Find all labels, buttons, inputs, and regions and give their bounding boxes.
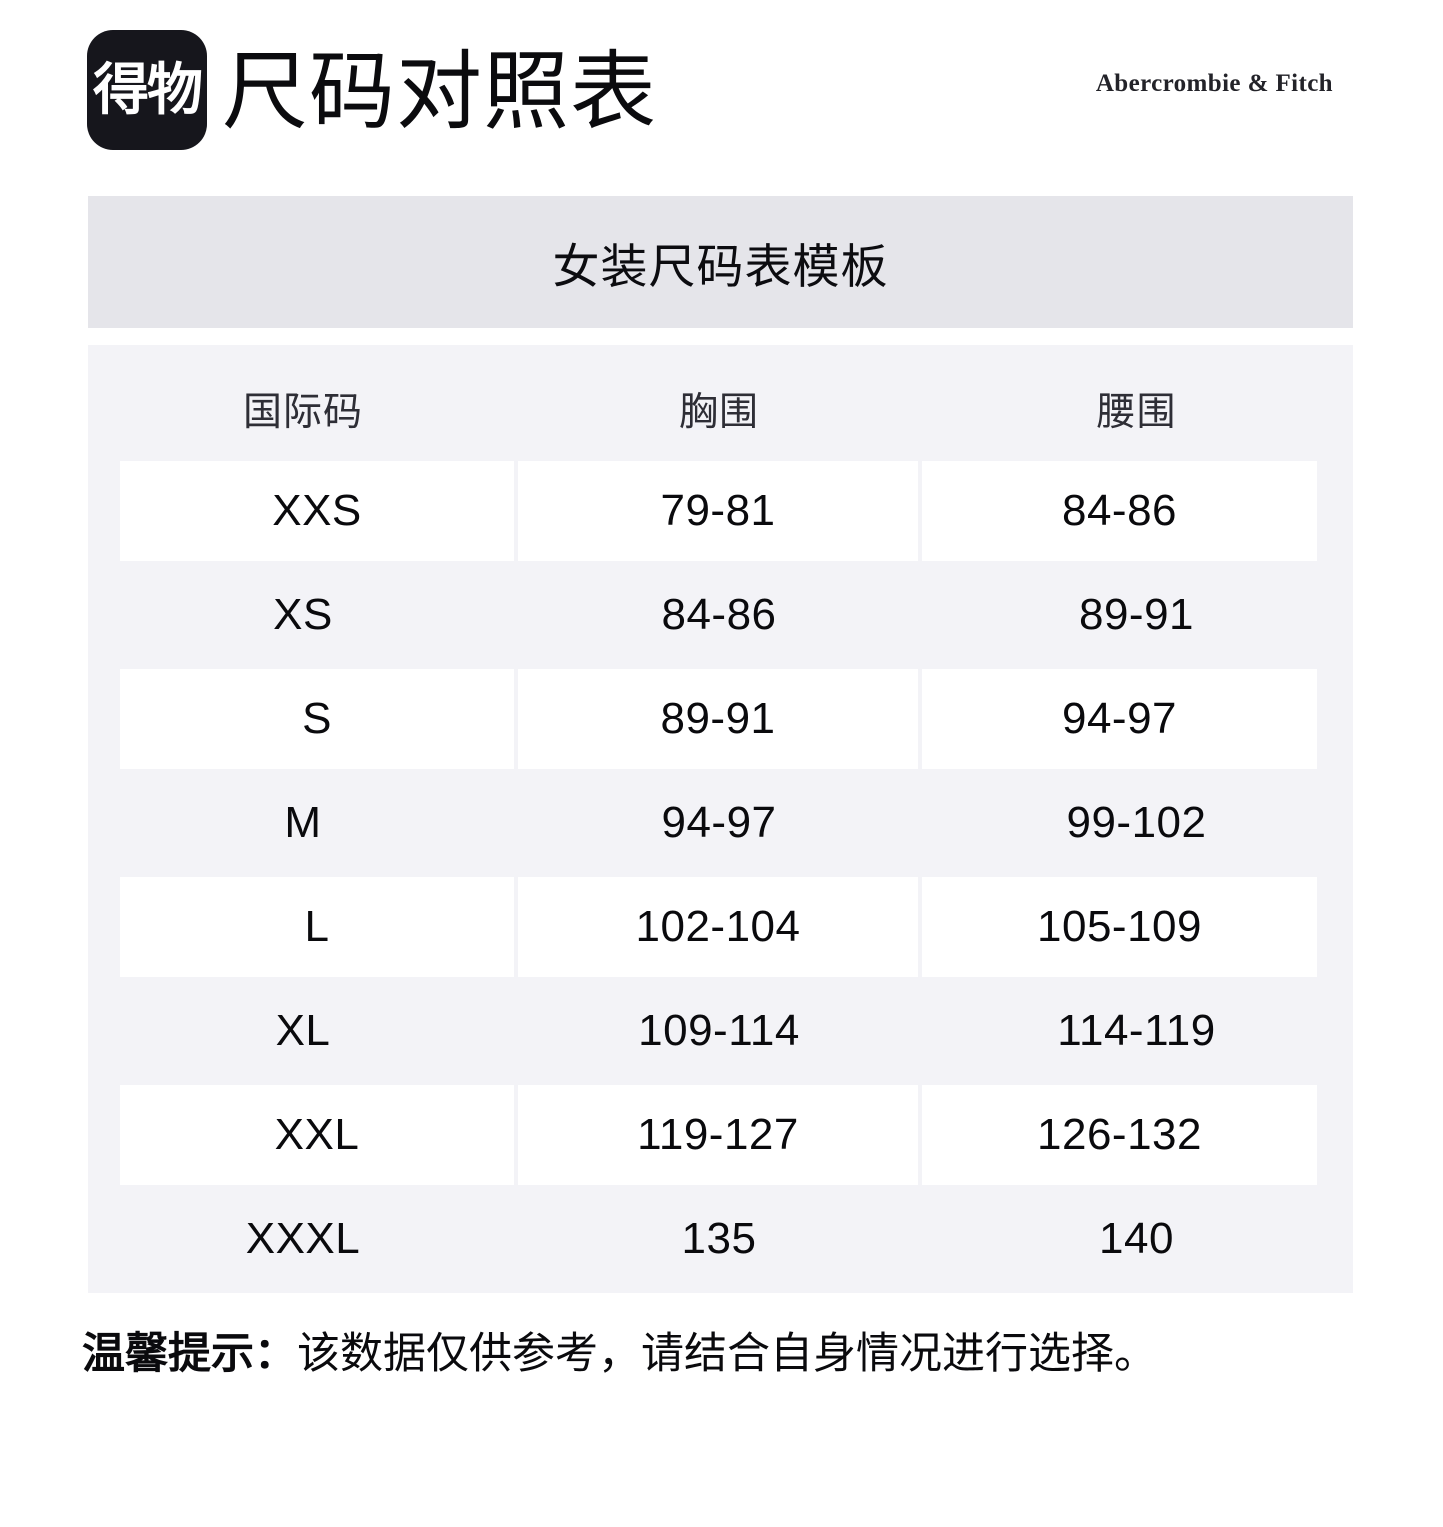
cell-size: L [120, 877, 515, 977]
cell-size: XL [88, 979, 518, 1083]
cell-bust-value: 109-114 [638, 1006, 800, 1055]
table-caption-text: 女装尺码表模板 [552, 239, 889, 293]
cell-waist-value: 94-97 [1061, 694, 1178, 743]
cell-size: XS [88, 563, 518, 667]
cell-bust: 119-127 [518, 1085, 918, 1185]
cell-bust-value: 135 [681, 1214, 757, 1263]
cell-bust: 109-114 [518, 979, 920, 1083]
cell-waist: 140 [920, 1187, 1353, 1291]
cell-size-value: S [302, 694, 332, 743]
table-row: L 102-104 105-109 [88, 875, 1353, 979]
table-row: XXS 79-81 84-86 [88, 459, 1353, 563]
cell-size: XXXL [88, 1187, 518, 1291]
cell-size-value: L [304, 902, 330, 951]
table-row: XXL 119-127 126-132 [88, 1083, 1353, 1187]
cell-bust-value: 119-127 [637, 1110, 799, 1159]
cell-bust-value: 94-97 [661, 798, 777, 847]
dewu-logo-icon: 得物 [87, 30, 207, 150]
table-caption-divider [88, 328, 1353, 345]
table-row: XL 109-114 114-119 [88, 979, 1353, 1083]
table-row: M 94-97 99-102 [88, 771, 1353, 875]
cell-waist-value: 84-86 [1061, 486, 1178, 535]
cell-size-value: XS [273, 590, 333, 639]
column-header-waist-label: 腰围 [1096, 391, 1177, 434]
cell-size-value: XXL [274, 1110, 360, 1159]
cell-bust: 89-91 [518, 669, 918, 769]
page-header: 得物 尺码对照表 Abercrombie & Fitch [0, 0, 1443, 180]
cell-size-value: XXS [272, 486, 362, 535]
column-header-size-label: 国际码 [242, 391, 363, 434]
cell-waist: 99-102 [920, 771, 1353, 875]
cell-waist-value: 89-91 [1078, 590, 1195, 639]
table-caption: 女装尺码表模板 [88, 196, 1353, 328]
cell-waist: 114-119 [920, 979, 1353, 1083]
cell-waist-value: 126-132 [1037, 1110, 1202, 1159]
cell-bust: 135 [518, 1187, 920, 1291]
cell-waist-value: 114-119 [1057, 1006, 1216, 1055]
footer-note-label: 温馨提示： [82, 1330, 297, 1378]
cell-waist: 105-109 [922, 877, 1317, 977]
cell-bust: 79-81 [518, 461, 918, 561]
cell-waist-value: 99-102 [1066, 798, 1207, 847]
table-body: 国际码 胸围 腰围 XXS 79-81 84-86 XS [88, 345, 1353, 1293]
cell-bust: 102-104 [518, 877, 918, 977]
cell-size: XXS [120, 461, 515, 561]
cell-bust-value: 79-81 [660, 486, 776, 535]
column-header-size: 国际码 [88, 345, 518, 459]
cell-bust-value: 102-104 [635, 902, 801, 951]
cell-size-value: XL [275, 1006, 331, 1055]
size-chart-table: 女装尺码表模板 国际码 胸围 腰围 XXS 79-81 84-86 [88, 196, 1353, 1293]
table-row: XS 84-86 89-91 [88, 563, 1353, 667]
footer-note-text: 该数据仅供参考，请结合自身情况进行选择。 [297, 1330, 1157, 1378]
cell-waist: 94-97 [922, 669, 1317, 769]
table-header-row: 国际码 胸围 腰围 [88, 345, 1353, 459]
cell-bust-value: 84-86 [661, 590, 777, 639]
cell-size: M [88, 771, 518, 875]
cell-size: XXL [120, 1085, 515, 1185]
cell-size: S [120, 669, 515, 769]
cell-waist: 89-91 [920, 563, 1353, 667]
column-header-waist: 腰围 [920, 345, 1353, 459]
cell-waist: 126-132 [922, 1085, 1317, 1185]
cell-bust-value: 89-91 [660, 694, 776, 743]
cell-bust: 94-97 [518, 771, 920, 875]
column-header-bust-label: 胸围 [678, 391, 759, 434]
cell-waist-value: 140 [1099, 1214, 1174, 1263]
cell-waist-value: 105-109 [1037, 902, 1202, 951]
cell-size-value: M [284, 798, 322, 847]
cell-size-value: XXXL [245, 1214, 361, 1263]
column-header-bust: 胸围 [518, 345, 920, 459]
table-row: S 89-91 94-97 [88, 667, 1353, 771]
dewu-logo-text: 得物 [93, 58, 203, 121]
page-title: 尺码对照表 [222, 44, 657, 140]
cell-bust: 84-86 [518, 563, 920, 667]
brand-logo: Abercrombie & Fitch [1095, 70, 1333, 97]
cell-waist: 84-86 [922, 461, 1317, 561]
table-row: XXXL 135 140 [88, 1187, 1353, 1291]
footer-note: 温馨提示：该数据仅供参考，请结合自身情况进行选择。 [82, 1324, 1372, 1384]
